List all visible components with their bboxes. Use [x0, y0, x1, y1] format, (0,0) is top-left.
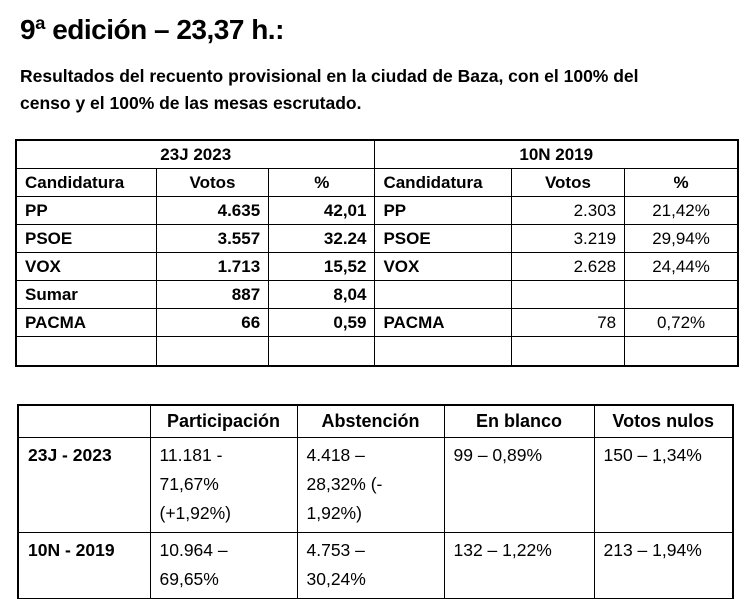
- votos-cell: 1.713: [155, 252, 270, 281]
- empty-cell: [155, 336, 270, 367]
- period-header-row: 23J 2023 10N 2019: [15, 139, 739, 169]
- empty-cell: [15, 336, 157, 367]
- candidatura-cell: PSOE: [374, 224, 512, 253]
- votos-cell: 3.557: [155, 224, 270, 253]
- row-label-23j: 23J - 2023: [17, 437, 151, 533]
- results-table: 23J 2023 10N 2019 Candidatura Votos % Ca…: [15, 139, 739, 367]
- empty-cell: [510, 280, 626, 309]
- results-row-psoe: PSOE 3.557 32.24 PSOE 3.219 29,94%: [15, 224, 739, 253]
- candidatura-cell: Sumar: [15, 280, 157, 309]
- pct-cell: 15,52: [268, 252, 376, 281]
- col-header-candidatura-right: Candidatura: [374, 168, 512, 197]
- votos-cell: 887: [155, 280, 270, 309]
- candidatura-cell: PACMA: [15, 308, 157, 337]
- results-row-pp: PP 4.635 42,01 PP 2.303 21,42%: [15, 196, 739, 225]
- empty-cell: [624, 280, 739, 309]
- results-row-empty: [15, 336, 739, 367]
- votos-nulos-cell: 150 – 1,34%: [593, 437, 734, 533]
- pct-cell: 0,59: [268, 308, 376, 337]
- col-header-votos-nulos: Votos nulos: [593, 404, 734, 438]
- col-header-candidatura-left: Candidatura: [15, 168, 157, 197]
- votos-cell: 2.303: [510, 196, 626, 225]
- column-header-row: Candidatura Votos % Candidatura Votos %: [15, 168, 739, 197]
- results-row-vox: VOX 1.713 15,52 VOX 2.628 24,44%: [15, 252, 739, 281]
- participacion-cell: 11.181 - 71,67% (+1,92%): [149, 437, 298, 533]
- pct-cell: 21,42%: [624, 196, 739, 225]
- pct-cell: 42,01: [268, 196, 376, 225]
- votos-nulos-cell: 213 – 1,94%: [593, 532, 734, 599]
- candidatura-cell: PP: [15, 196, 157, 225]
- votos-cell: 4.635: [155, 196, 270, 225]
- turnout-table: Participación Abstención En blanco Votos…: [17, 404, 734, 599]
- empty-cell: [510, 336, 626, 367]
- votos-cell: 78: [510, 308, 626, 337]
- col-header-votos-right: Votos: [510, 168, 626, 197]
- votos-cell: 3.219: [510, 224, 626, 253]
- period-header-10n: 10N 2019: [374, 139, 739, 169]
- col-header-en-blanco: En blanco: [443, 404, 595, 438]
- empty-cell: [374, 336, 512, 367]
- abstencion-cell: 4.418 – 28,32% (- 1,92%): [296, 437, 445, 533]
- empty-cell: [268, 336, 376, 367]
- results-row-sumar: Sumar 887 8,04: [15, 280, 739, 309]
- en-blanco-cell: 132 – 1,22%: [443, 532, 595, 599]
- candidatura-cell: PACMA: [374, 308, 512, 337]
- empty-cell: [374, 280, 512, 309]
- col-header-participacion: Participación: [149, 404, 298, 438]
- results-row-pacma: PACMA 66 0,59 PACMA 78 0,72%: [15, 308, 739, 337]
- candidatura-cell: PP: [374, 196, 512, 225]
- participacion-cell: 10.964 – 69,65%: [149, 532, 298, 599]
- candidatura-cell: PSOE: [15, 224, 157, 253]
- candidatura-cell: VOX: [15, 252, 157, 281]
- col-header-votos-left: Votos: [155, 168, 270, 197]
- pct-cell: 24,44%: [624, 252, 739, 281]
- period-header-23j: 23J 2023: [15, 139, 376, 169]
- en-blanco-cell: 99 – 0,89%: [443, 437, 595, 533]
- candidatura-cell: VOX: [374, 252, 512, 281]
- turnout-row-10n: 10N - 2019 10.964 – 69,65% 4.753 – 30,24…: [17, 532, 734, 599]
- turnout-header-row: Participación Abstención En blanco Votos…: [17, 404, 734, 438]
- col-header-pct-left: %: [268, 168, 376, 197]
- turnout-row-23j: 23J - 2023 11.181 - 71,67% (+1,92%) 4.41…: [17, 437, 734, 533]
- pct-cell: 8,04: [268, 280, 376, 309]
- abstencion-cell: 4.753 – 30,24%: [296, 532, 445, 599]
- votos-cell: 66: [155, 308, 270, 337]
- pct-cell: 0,72%: [624, 308, 739, 337]
- corner-cell: [17, 404, 151, 438]
- votos-cell: 2.628: [510, 252, 626, 281]
- col-header-abstencion: Abstención: [296, 404, 445, 438]
- empty-cell: [624, 336, 739, 367]
- edition-title: 9ª edición – 23,37 h.:: [20, 14, 284, 45]
- pct-cell: 29,94%: [624, 224, 739, 253]
- intro-text: Resultados del recuento provisional en l…: [20, 66, 639, 113]
- pct-cell: 32.24: [268, 224, 376, 253]
- row-label-10n: 10N - 2019: [17, 532, 151, 599]
- col-header-pct-right: %: [624, 168, 739, 197]
